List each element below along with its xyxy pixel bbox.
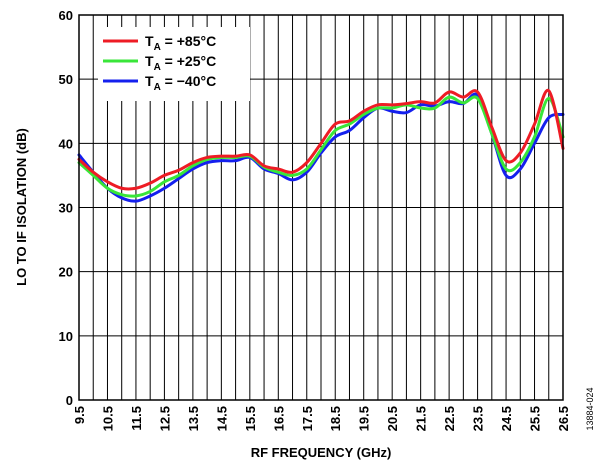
x-tick-label: 18.5 <box>328 406 343 431</box>
x-tick-label: 17.5 <box>300 406 315 431</box>
y-axis-title: LO TO IF ISOLATION (dB) <box>14 128 29 286</box>
x-tick-label: 19.5 <box>357 406 372 431</box>
x-tick-label: 12.5 <box>157 406 172 431</box>
series-line-plus25c <box>77 95 565 198</box>
legend-subscript: A <box>154 42 161 53</box>
y-tick-label: 10 <box>59 329 73 344</box>
x-tick-label: 23.5 <box>471 406 486 431</box>
x-tick-label: 14.5 <box>214 406 229 431</box>
y-tick-label: 20 <box>59 265 73 280</box>
y-tick-label: 40 <box>59 136 73 151</box>
x-tick-label: 10.5 <box>100 406 115 431</box>
legend-symbol: T <box>145 53 154 69</box>
y-tick-label: 30 <box>59 201 73 216</box>
x-tick-label: 24.5 <box>499 406 514 431</box>
series-lines <box>77 89 565 203</box>
x-tick-labels: 9.5 10.5 11.5 12.5 13.5 14.5 15.5 16.5 17.5 18.5 1… <box>72 406 571 431</box>
x-tick-label: 25.5 <box>528 406 543 431</box>
legend-background <box>98 27 250 101</box>
x-tick-label: 21.5 <box>414 406 429 431</box>
y-tick-label: 0 <box>66 393 73 408</box>
legend-label: = +25°C <box>161 53 216 69</box>
x-tick-label: 22.5 <box>442 406 457 431</box>
legend-subscript: A <box>154 82 161 93</box>
legend-entry-plus85c: TA = +85°C <box>145 33 216 53</box>
x-axis-title: RF FREQUENCY (GHz) <box>251 445 392 460</box>
y-tick-label: 50 <box>59 72 73 87</box>
legend-label: = −40°C <box>161 73 216 89</box>
figure-id: 13884-024 <box>585 387 595 430</box>
legend-label: = +85°C <box>161 33 216 49</box>
plot-frame <box>78 14 564 401</box>
x-tick-label: 13.5 <box>186 406 201 431</box>
x-tick-label: 16.5 <box>271 406 286 431</box>
x-tick-label: 11.5 <box>129 406 144 431</box>
series-line-plus85c <box>77 89 565 191</box>
x-tick-label: 26.5 <box>556 406 571 431</box>
x-tick-label: 20.5 <box>385 406 400 431</box>
legend-entry-minus40c: TA = −40°C <box>145 73 216 93</box>
x-tick-label: 9.5 <box>72 406 87 424</box>
legend-entry-plus25c: TA = +25°C <box>145 53 216 73</box>
legend: TA = +85°CTA = +25°CTA = −40°C <box>103 33 216 93</box>
legend-subscript: A <box>154 62 161 73</box>
legend-symbol: T <box>145 73 154 89</box>
legend-symbol: T <box>145 33 154 49</box>
y-tick-label: 60 <box>59 8 73 23</box>
x-tick-label: 15.5 <box>243 406 258 431</box>
y-tick-labels: 0 10 20 30 40 50 60 <box>59 8 73 408</box>
